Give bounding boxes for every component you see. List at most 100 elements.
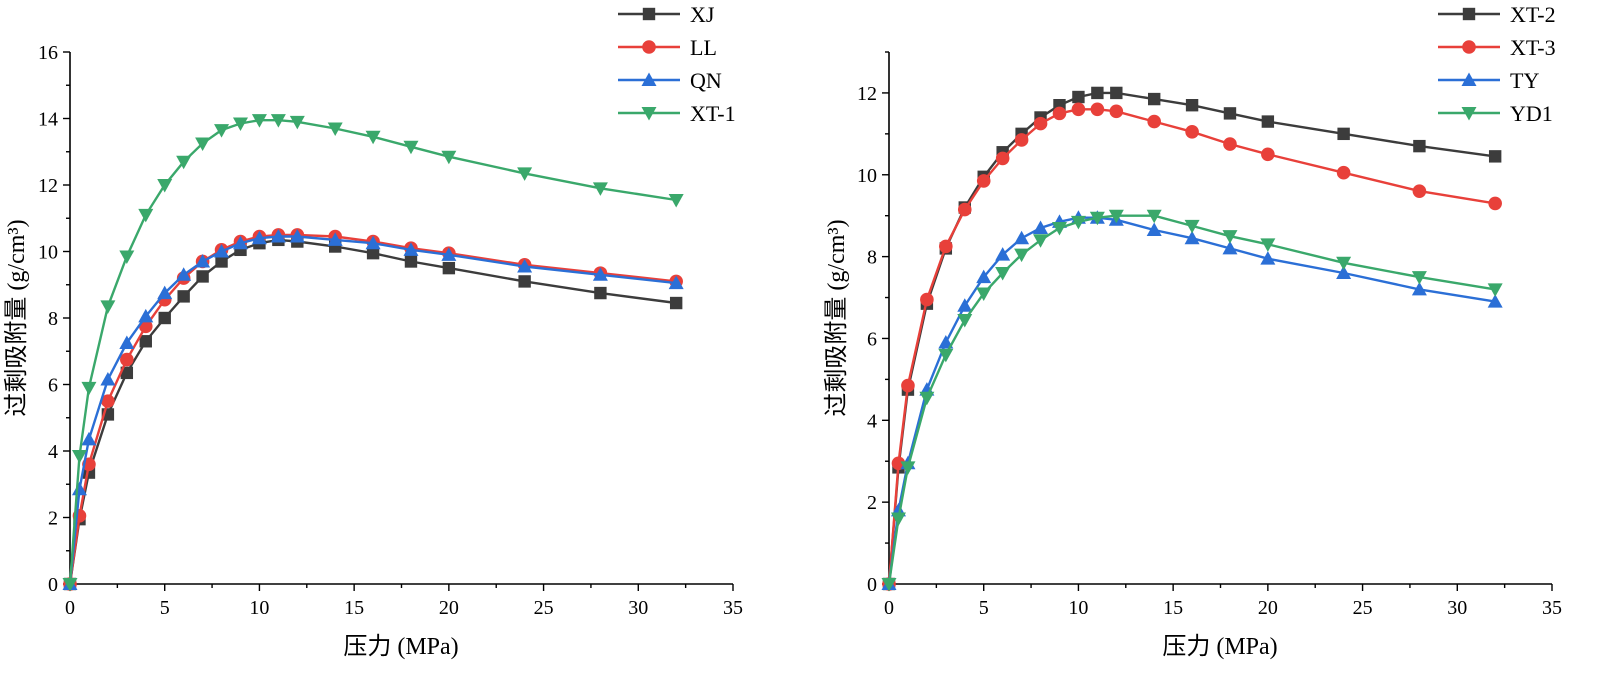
data-point [404,255,418,268]
data-point [365,130,381,145]
data-point [976,174,991,188]
y-tick-label: 4 [867,410,877,432]
series-line [68,233,677,585]
x-tick-label: 20 [439,597,459,619]
data-point [251,114,267,128]
legend-item-XJ: XJ [618,2,715,27]
data-point [1184,219,1200,234]
legend-label: XT-1 [690,101,736,126]
y-axis-title: 过剩吸附量 (g/cm³) [3,219,30,416]
data-point [995,151,1010,166]
data-point [120,352,134,367]
data-point [1146,222,1162,237]
x-tick-label: 10 [1068,597,1088,619]
data-point [668,275,684,290]
data-point [957,314,973,328]
data-point [232,235,248,250]
data-point [139,335,152,348]
data-point [1033,116,1048,131]
data-point [1110,86,1123,100]
y-tick-label: 16 [38,42,58,64]
y-tick-label: 0 [48,574,58,596]
series-line [68,238,677,585]
legend-item-QN: QN [618,68,722,93]
x-axis-title: 压力 (MPa) [1162,633,1277,660]
legend-item-XT-1: XT-1 [618,101,736,126]
y-tick-label: 10 [857,165,877,187]
x-tick-label: 15 [344,597,364,619]
data-point [938,335,954,349]
data-point [62,578,78,592]
data-point [517,167,533,181]
data-point [1223,137,1237,151]
data-point [1184,230,1200,245]
data-point [81,431,97,446]
data-point [403,140,419,155]
legend-marker [1461,72,1477,86]
y-tick-label: 10 [38,242,58,264]
data-point [1014,133,1029,147]
legend-marker [1462,7,1476,21]
data-point [1487,294,1503,308]
data-point [214,244,230,258]
data-point [1185,125,1199,139]
x-tick-label: 35 [1542,597,1562,619]
data-point [1147,114,1161,129]
data-point [138,308,154,323]
x-tick-label: 35 [723,597,743,619]
data-point [1336,265,1352,279]
x-tick-label: 30 [628,597,648,619]
legend-item-XT-3: XT-3 [1438,35,1556,60]
data-point [890,512,906,527]
data-point [1033,234,1049,248]
y-tick-label: 8 [48,308,58,330]
y-tick-label: 4 [48,441,58,463]
legend-marker [641,107,657,121]
data-point [1337,127,1350,141]
data-point [157,179,173,193]
data-point [441,247,457,261]
data-point [1222,230,1238,244]
data-point [100,300,116,314]
data-point [669,296,683,310]
data-point [517,258,533,273]
x-tick-label: 5 [979,597,989,619]
legend-item-LL: LL [618,35,717,60]
data-point [881,578,897,592]
legend-label: XT-3 [1510,35,1556,60]
data-point [1070,215,1086,230]
y-tick-label: 8 [867,247,877,269]
series-line [68,118,677,585]
data-point [592,267,608,281]
data-point [1223,107,1237,120]
data-point [1091,86,1104,100]
series-line [887,216,1496,585]
x-tick-label: 10 [249,597,269,619]
y-tick-label: 2 [867,492,877,514]
data-point [1411,281,1427,296]
data-point [214,124,230,138]
data-point [1411,271,1427,285]
x-tick-label: 0 [65,597,75,619]
data-point [1260,238,1276,252]
data-point [938,348,954,363]
x-tick-label: 30 [1447,597,1467,619]
data-point [1185,99,1199,112]
data-point [995,247,1011,261]
data-point [594,286,607,300]
data-point [101,394,115,408]
data-point [1487,283,1503,297]
data-point [1090,102,1105,117]
y-tick-label: 2 [48,508,58,530]
y-tick-label: 12 [857,83,877,105]
data-point [1146,209,1162,224]
data-point [442,261,456,275]
legend-label: LL [690,35,717,60]
data-point [119,250,135,264]
data-point [1052,106,1067,121]
y-tick-label: 6 [48,375,58,397]
legend-label: XJ [690,2,715,27]
series-XT-3 [882,102,1502,591]
x-tick-label: 5 [160,597,170,619]
data-point [1412,184,1427,198]
